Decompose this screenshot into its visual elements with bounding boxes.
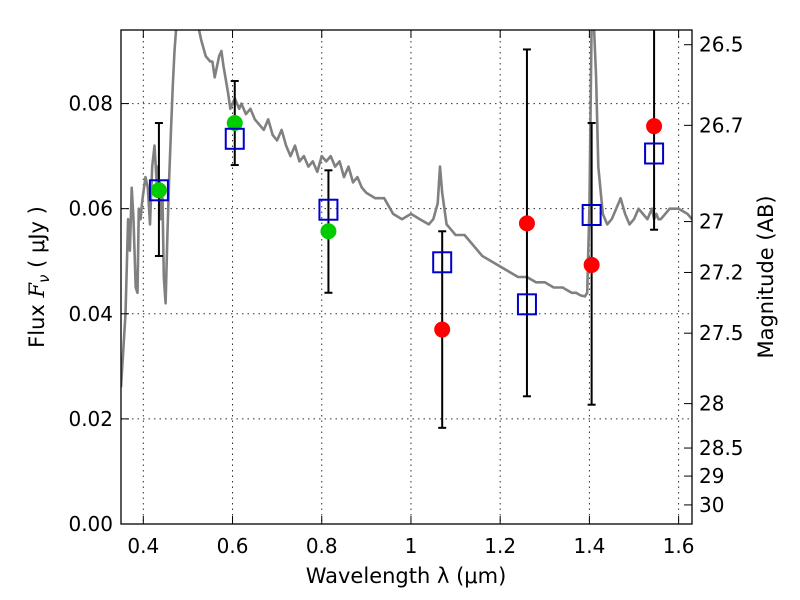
y-axis-label-prefix: Flux: [25, 298, 49, 348]
x-tick-label: 1.4: [573, 534, 605, 558]
model-square: [516, 293, 537, 316]
x-tick-label: 1.2: [484, 534, 516, 558]
y-tick-label: 0.04: [68, 302, 113, 326]
x-tick-label: 0.6: [217, 534, 249, 558]
model-square: [318, 198, 339, 221]
y2-tick-label: 30: [699, 493, 724, 517]
data-point: [226, 115, 243, 132]
x-tick-label: 1: [405, 534, 418, 558]
x-tick-label: 1.6: [663, 534, 695, 558]
grid: [121, 30, 692, 525]
y-axis-label: Flux Fν ( μJy ): [25, 206, 53, 348]
y2-tick-label: 26.7: [699, 113, 744, 137]
data-point: [150, 182, 167, 199]
y-axis-label-sub: ν: [35, 275, 53, 283]
model-square: [581, 203, 602, 226]
y2-tick-label: 28.5: [699, 436, 744, 460]
x-tick-label: 0.4: [127, 534, 159, 558]
data-point: [434, 321, 451, 338]
spectrum-line: [121, 30, 692, 388]
y2-tick-label: 27.2: [699, 260, 744, 284]
data-point: [646, 118, 663, 135]
y2-tick-label: 26.5: [699, 33, 744, 57]
y-axis-label-suffix: ( μJy ): [25, 206, 49, 274]
y-tick-label: 0.00: [68, 512, 113, 536]
model-square: [224, 127, 245, 150]
data-point: [583, 256, 600, 273]
y-axis-label-var: F: [25, 282, 49, 299]
y-tick-label: 0.06: [68, 197, 113, 221]
plot-frame: [120, 29, 693, 525]
y2-axis-label: Magnitude (AB): [754, 195, 778, 358]
model-square: [432, 251, 453, 274]
y2-tick-label: 28: [699, 392, 724, 416]
x-tick-label: 0.8: [306, 534, 338, 558]
data-layer: [121, 30, 692, 429]
data-point: [518, 215, 535, 232]
model-square: [644, 142, 665, 165]
y2-tick-label: 27: [699, 210, 724, 234]
y-tick-label: 0.08: [68, 92, 113, 116]
x-axis-label: Wavelength λ (μm): [306, 564, 507, 588]
y2-tick-label: 29: [699, 464, 724, 488]
y2-tick-label: 27.5: [699, 321, 744, 345]
model-square: [148, 179, 169, 202]
ticks: 0.4 0.6 0.8 1 1.2 1.4 1.6 0.00 0.02 0.04 0.06 0.08 2…: [68, 30, 744, 558]
data-point: [320, 223, 337, 240]
y-tick-label: 0.02: [68, 407, 113, 431]
